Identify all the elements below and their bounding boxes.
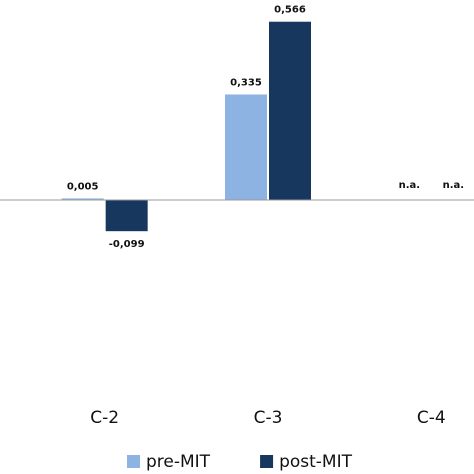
value-label: -0,099 (109, 239, 145, 250)
bar (225, 94, 267, 200)
legend-swatch (127, 455, 140, 468)
bar (105, 200, 148, 232)
x-tick-label: C-4 (417, 408, 446, 428)
bar (269, 21, 311, 201)
value-label: 0,005 (67, 181, 99, 192)
value-label: 0,566 (274, 5, 306, 16)
value-label: 0,335 (230, 77, 262, 88)
x-tick-label: C-2 (90, 408, 119, 428)
legend-swatch (260, 455, 274, 468)
value-label: n.a. (399, 180, 420, 191)
value-label: n.a. (443, 180, 464, 191)
bar (61, 198, 104, 200)
legend-label: pre-MIT (146, 452, 211, 472)
x-tick-label: C-3 (254, 408, 283, 428)
legend-label: post-MIT (279, 452, 353, 472)
